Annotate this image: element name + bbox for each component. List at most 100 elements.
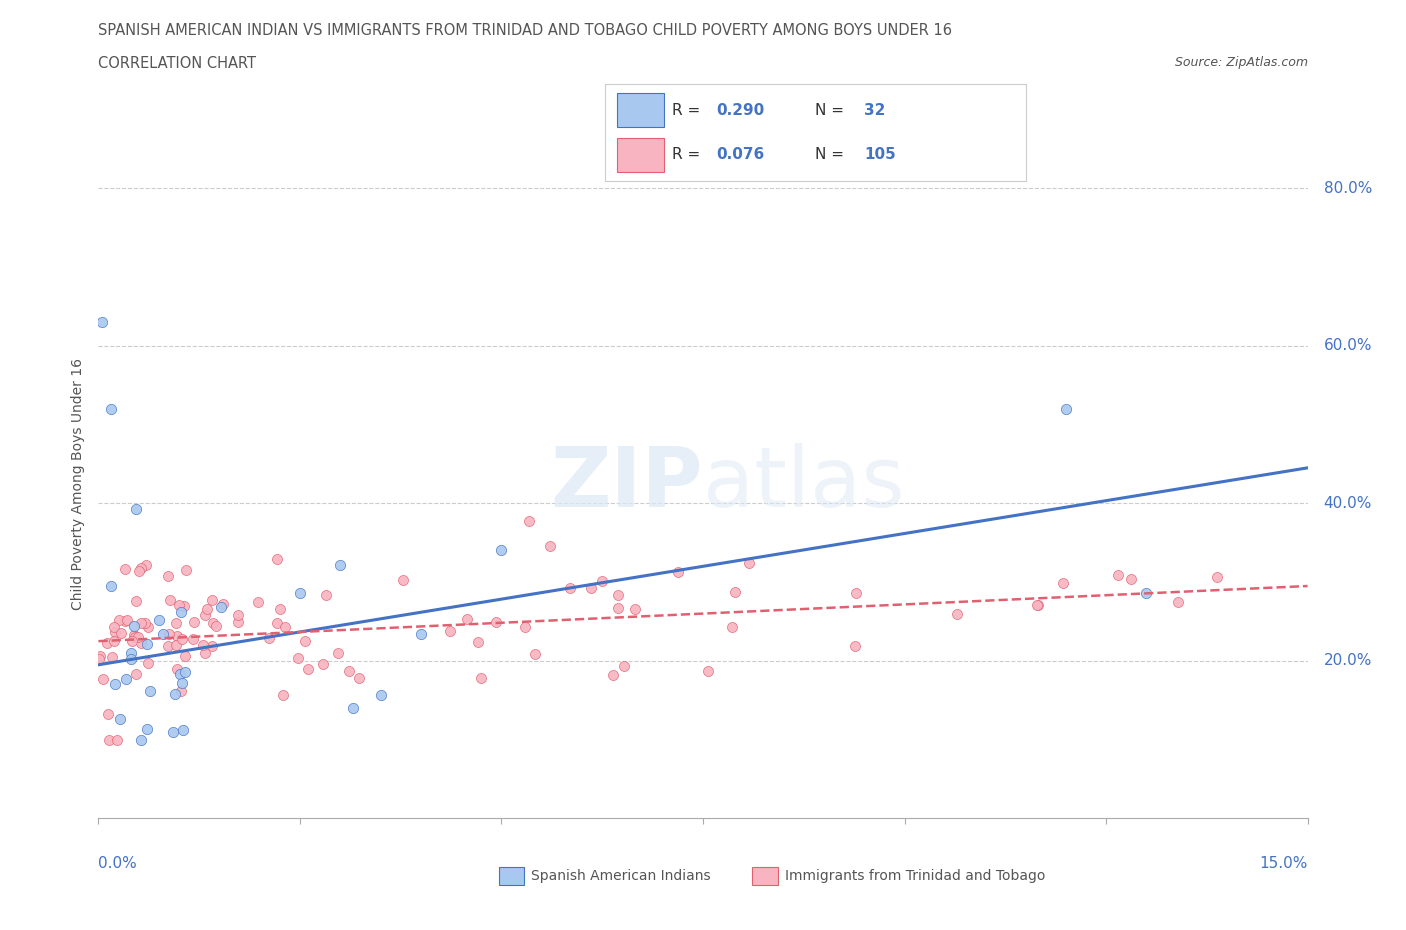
Point [266, 616, 288, 631]
Point [538, 538, 561, 553]
Point [266, 551, 288, 566]
Point [607, 588, 630, 603]
Point [246, 594, 269, 609]
Text: R =: R = [672, 148, 706, 163]
Point [162, 724, 184, 739]
Point [96, 636, 118, 651]
Point [194, 607, 217, 622]
Point [337, 663, 360, 678]
Point [174, 649, 197, 664]
Point [108, 712, 131, 727]
Point [124, 630, 146, 644]
Text: SPANISH AMERICAN INDIAN VS IMMIGRANTS FROM TRINIDAD AND TOBAGO CHILD POVERTY AMO: SPANISH AMERICAN INDIAN VS IMMIGRANTS FR… [98, 23, 952, 38]
Point [226, 607, 249, 622]
Point [183, 615, 205, 630]
Text: atlas: atlas [703, 443, 904, 525]
Point [274, 620, 297, 635]
Point [159, 592, 181, 607]
Point [114, 614, 136, 629]
Point [721, 620, 744, 635]
Point [201, 592, 224, 607]
Point [315, 587, 337, 602]
Point [87, 652, 110, 667]
Point [136, 722, 159, 737]
Text: 80.0%: 80.0% [1323, 180, 1372, 195]
Point [201, 638, 224, 653]
Point [100, 578, 122, 593]
Point [607, 600, 630, 615]
Point [114, 562, 136, 577]
Point [156, 568, 179, 583]
Text: Immigrants from Trinidad and Tobago: Immigrants from Trinidad and Tobago [785, 869, 1045, 883]
Point [613, 658, 636, 673]
Point [121, 633, 143, 648]
Point [485, 615, 508, 630]
Point [170, 676, 193, 691]
Text: 0.0%: 0.0% [98, 857, 138, 871]
Point [169, 684, 191, 698]
Point [581, 581, 603, 596]
Text: 105: 105 [863, 148, 896, 163]
Point [136, 656, 159, 671]
Point [173, 598, 195, 613]
Point [100, 402, 122, 417]
Point [152, 627, 174, 642]
Point [110, 625, 132, 640]
Point [195, 602, 218, 617]
Text: R =: R = [672, 102, 706, 117]
Text: CORRELATION CHART: CORRELATION CHART [98, 56, 256, 71]
Point [946, 606, 969, 621]
Point [209, 600, 232, 615]
Point [456, 611, 478, 626]
Point [269, 602, 291, 617]
Point [844, 639, 866, 654]
Point [104, 676, 127, 691]
Point [129, 561, 152, 576]
Point [135, 558, 157, 573]
Point [513, 619, 536, 634]
Text: 40.0%: 40.0% [1323, 496, 1372, 511]
Point [98, 732, 121, 747]
Point [523, 646, 546, 661]
Point [169, 666, 191, 681]
Point [120, 652, 142, 667]
Point [170, 632, 193, 647]
Point [470, 671, 492, 685]
Bar [617, 93, 664, 126]
Point [105, 732, 128, 747]
Point [129, 616, 152, 631]
Point [122, 618, 145, 633]
Point [467, 635, 489, 650]
Point [226, 614, 249, 629]
Bar [617, 139, 664, 172]
Point [124, 594, 146, 609]
Text: 15.0%: 15.0% [1260, 857, 1308, 871]
Point [1135, 586, 1157, 601]
Point [205, 618, 228, 633]
Point [170, 604, 193, 619]
Point [181, 631, 204, 646]
Point [259, 631, 281, 645]
Point [91, 314, 114, 329]
Text: Source: ZipAtlas.com: Source: ZipAtlas.com [1174, 56, 1308, 69]
Point [668, 565, 690, 579]
Point [1167, 594, 1189, 609]
Point [602, 667, 624, 682]
Point [1119, 572, 1142, 587]
Point [97, 707, 120, 722]
Point [174, 563, 197, 578]
Point [89, 649, 111, 664]
Point [157, 639, 180, 654]
Point [103, 633, 125, 648]
Point [558, 580, 581, 595]
Point [624, 602, 647, 617]
Point [1026, 598, 1049, 613]
Point [409, 627, 432, 642]
Point [91, 671, 114, 686]
Point [165, 638, 187, 653]
Point [287, 651, 309, 666]
Point [271, 688, 294, 703]
Point [329, 557, 352, 572]
Point [845, 585, 868, 600]
Point [134, 616, 156, 631]
